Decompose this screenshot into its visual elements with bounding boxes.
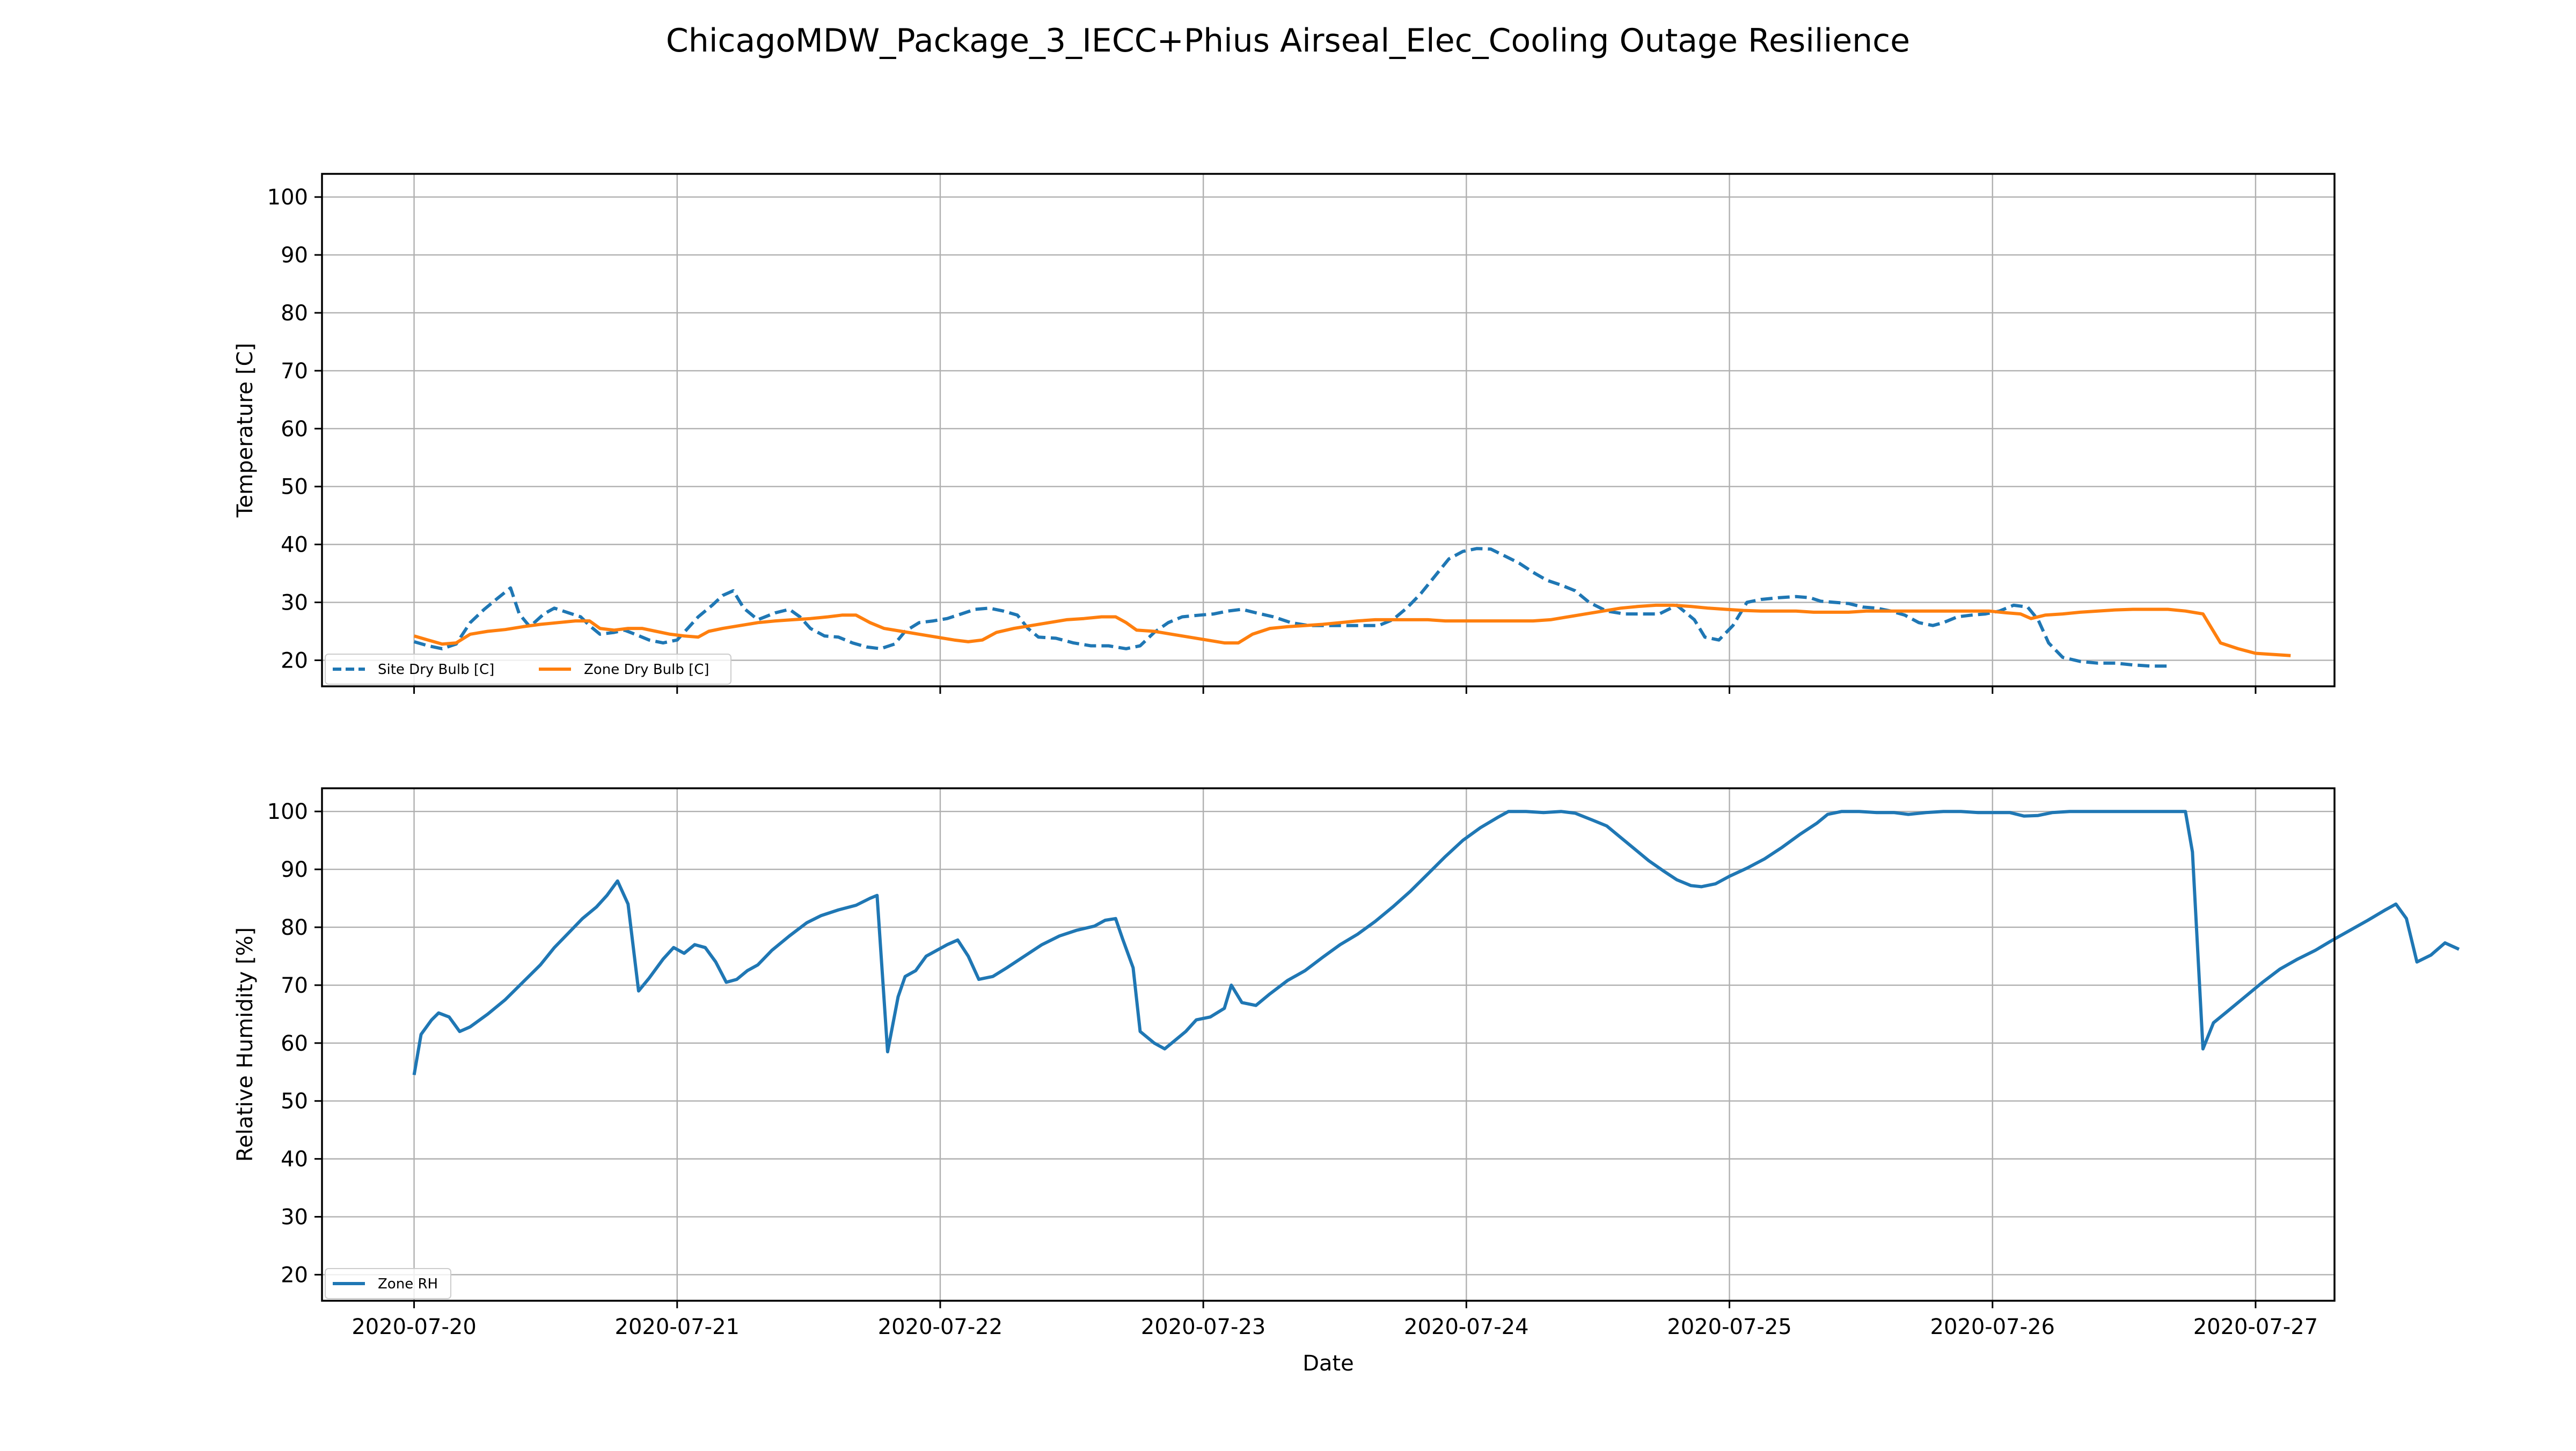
x-tick-label: 2020-07-25	[1667, 1315, 1791, 1339]
x-tick-label: 2020-07-22	[878, 1315, 1002, 1339]
x-tick-label: 2020-07-26	[1930, 1315, 2055, 1339]
y-tick-label: 40	[281, 533, 308, 558]
y-tick-label: 60	[281, 417, 308, 442]
y-tick-label: 80	[281, 915, 308, 940]
x-tick-label: 2020-07-24	[1404, 1315, 1528, 1339]
y-tick-label: 60	[281, 1031, 308, 1056]
legend: Zone RH	[325, 1268, 451, 1299]
plot-frame	[321, 787, 2336, 1302]
y-axis-label: Relative Humidity [%]	[233, 927, 258, 1162]
y-tick-label: 90	[281, 243, 308, 268]
legend-label: Zone Dry Bulb [C]	[584, 662, 709, 678]
y-tick-label: 50	[281, 1089, 308, 1114]
legend-box	[325, 654, 731, 685]
y-tick-label: 50	[281, 475, 308, 500]
y-tick-label: 20	[281, 648, 308, 673]
legend-box	[325, 1268, 451, 1299]
plot-frame	[321, 173, 2336, 687]
y-tick-label: 100	[267, 185, 308, 210]
legend: Site Dry Bulb [C] Zone Dry Bulb [C]	[325, 654, 731, 685]
x-axis-label: Date	[1302, 1351, 1354, 1376]
y-tick-label: 70	[281, 359, 308, 384]
chart-panel-2: 2020-07-20 2020-07-21 2020-07-22 2020-07-23…	[233, 787, 2460, 1376]
y-tick-label: 100	[267, 800, 308, 824]
series-line-1-2	[413, 603, 2291, 657]
y-tick-label: 30	[281, 591, 308, 615]
y-tick-label: 20	[281, 1263, 308, 1287]
y-tick-label: 30	[281, 1205, 308, 1230]
x-tick-label: 2020-07-27	[2193, 1315, 2318, 1339]
series-line-2-1	[412, 810, 2460, 1075]
y-axis-label: Temperature [C]	[233, 343, 258, 518]
chart-title: ChicagoMDW_Package_3_IECC+Phius Airseal_…	[666, 22, 1910, 60]
chart-panel-1: 20 30 40 50 60 70 80 90 100 Temperature [C] Site D…	[233, 173, 2336, 694]
x-tick-label: 2020-07-20	[352, 1315, 476, 1339]
legend-label: Site Dry Bulb [C]	[378, 662, 494, 678]
x-tick-label: 2020-07-23	[1141, 1315, 1265, 1339]
legend-label: Zone RH	[378, 1276, 438, 1292]
series-line-1-1	[413, 547, 2168, 668]
y-tick-label: 80	[281, 301, 308, 326]
y-tick-label: 90	[281, 858, 308, 882]
y-tick-label: 40	[281, 1147, 308, 1172]
y-tick-label: 70	[281, 973, 308, 998]
gridlines	[322, 174, 2334, 686]
x-tick-label: 2020-07-21	[615, 1315, 740, 1339]
